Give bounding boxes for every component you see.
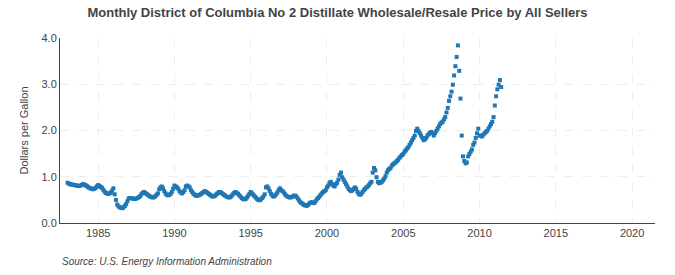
svg-text:1.0: 1.0: [42, 171, 57, 183]
svg-text:2020: 2020: [620, 227, 644, 239]
svg-text:0.0: 0.0: [42, 217, 57, 229]
svg-text:2000: 2000: [315, 227, 339, 239]
svg-text:4.0: 4.0: [42, 32, 57, 44]
svg-text:Monthly District of Columbia N: Monthly District of Columbia No 2 Distil…: [87, 5, 587, 20]
svg-text:2005: 2005: [391, 227, 415, 239]
svg-text:1995: 1995: [238, 227, 262, 239]
svg-text:2010: 2010: [467, 227, 491, 239]
svg-text:2.0: 2.0: [42, 124, 57, 136]
svg-text:2015: 2015: [544, 227, 568, 239]
svg-text:Dollars per Gallon: Dollars per Gallon: [18, 86, 30, 174]
svg-text:3.0: 3.0: [42, 78, 57, 90]
svg-text:1985: 1985: [86, 227, 110, 239]
svg-text:Source: U.S. Energy Informatio: Source: U.S. Energy Information Administ…: [62, 256, 272, 267]
svg-text:1990: 1990: [162, 227, 186, 239]
